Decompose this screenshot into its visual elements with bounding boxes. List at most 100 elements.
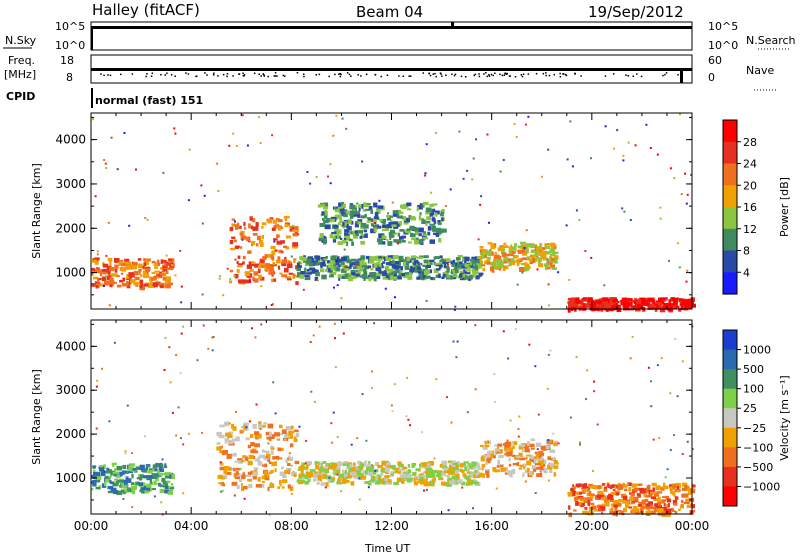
echo-cell bbox=[287, 462, 291, 466]
echo-cell bbox=[330, 478, 335, 483]
echo-cell bbox=[512, 463, 518, 466]
echo-cell bbox=[430, 277, 433, 280]
echo-cell bbox=[455, 268, 459, 274]
echo-cell bbox=[435, 474, 442, 478]
echo-cell bbox=[631, 501, 634, 505]
echo-cell bbox=[670, 490, 676, 494]
echo-speck bbox=[509, 419, 512, 422]
echo-cell bbox=[288, 272, 294, 275]
echo-cell bbox=[303, 260, 307, 263]
echo-band bbox=[479, 438, 559, 478]
echo-cell bbox=[306, 270, 312, 273]
echo-cell bbox=[390, 234, 394, 238]
echo-cell bbox=[346, 210, 351, 215]
echo-cell bbox=[216, 442, 221, 445]
echo-cell bbox=[92, 268, 97, 273]
echo-speck bbox=[113, 341, 116, 344]
echo-cell bbox=[320, 482, 326, 486]
echo-cell bbox=[377, 205, 384, 209]
echo-cell bbox=[91, 475, 96, 478]
echo-cell bbox=[297, 260, 302, 264]
x-tick-label: 16:00 bbox=[474, 519, 509, 533]
echo-speck bbox=[342, 332, 345, 335]
echo-cell bbox=[644, 498, 649, 503]
echo-cell bbox=[234, 460, 238, 463]
echo-cell bbox=[279, 272, 283, 275]
echo-speck bbox=[537, 413, 540, 416]
echo-cell bbox=[466, 464, 469, 467]
echo-speckle bbox=[95, 322, 694, 516]
echo-cell bbox=[235, 245, 240, 248]
echo-cell bbox=[368, 260, 375, 264]
echo-speck bbox=[549, 447, 551, 450]
echo-cell bbox=[252, 233, 258, 236]
echo-cell bbox=[389, 236, 392, 241]
echo-cell bbox=[421, 238, 425, 241]
echo-cell bbox=[242, 485, 248, 490]
echo-cell bbox=[320, 467, 324, 472]
echo-cell bbox=[245, 457, 249, 462]
echo-cell bbox=[368, 460, 371, 465]
echo-speck bbox=[182, 492, 185, 495]
echo-cell bbox=[240, 235, 247, 240]
echo-cell bbox=[270, 447, 275, 450]
echo-cell bbox=[345, 223, 349, 228]
echo-cell bbox=[284, 256, 287, 260]
echo-cell bbox=[484, 440, 487, 445]
echo-cell bbox=[258, 424, 263, 429]
echo-cell bbox=[403, 473, 407, 479]
echo-cell bbox=[157, 470, 160, 473]
echo-cell bbox=[678, 508, 681, 511]
echo-cell bbox=[136, 477, 140, 480]
echo-cell bbox=[137, 258, 142, 261]
echo-speck bbox=[284, 438, 287, 441]
echo-cell bbox=[553, 460, 558, 464]
echo-cell bbox=[241, 474, 246, 479]
echo-cell bbox=[286, 278, 292, 281]
echo-speck bbox=[652, 438, 655, 441]
echo-cell bbox=[648, 501, 653, 505]
echo-cell bbox=[341, 262, 345, 265]
echo-cell bbox=[444, 265, 450, 269]
echo-cell bbox=[116, 474, 120, 478]
echo-cell bbox=[672, 484, 676, 488]
echo-cell bbox=[429, 470, 434, 475]
echo-cell bbox=[128, 282, 132, 285]
echo-speck bbox=[378, 199, 381, 202]
echo-cell bbox=[334, 208, 341, 213]
echo-speck bbox=[334, 337, 336, 340]
echo-cell bbox=[99, 467, 104, 472]
echo-speck bbox=[124, 475, 127, 478]
echo-cell bbox=[497, 443, 503, 447]
echo-cell bbox=[576, 491, 582, 495]
echo-cell bbox=[538, 454, 542, 459]
echo-cell bbox=[587, 511, 594, 516]
echo-cell bbox=[479, 472, 484, 478]
echo-cell bbox=[418, 215, 422, 221]
echo-speck bbox=[144, 435, 146, 438]
echo-cell bbox=[515, 455, 521, 459]
echo-speck bbox=[180, 301, 183, 304]
echo-speck bbox=[344, 265, 347, 268]
echo-cell bbox=[150, 488, 153, 492]
echo-speck bbox=[96, 379, 99, 382]
echo-cell bbox=[652, 299, 656, 305]
echo-speck bbox=[669, 167, 672, 170]
echo-speck bbox=[123, 132, 126, 134]
echo-cell bbox=[616, 307, 622, 312]
echo-cell bbox=[641, 499, 646, 505]
echo-speck bbox=[312, 334, 315, 337]
echo-cell bbox=[321, 211, 325, 216]
echo-cell bbox=[310, 258, 315, 263]
echo-cell bbox=[349, 210, 355, 214]
echo-cell bbox=[538, 252, 541, 256]
echo-speck bbox=[304, 462, 307, 465]
echo-cell bbox=[421, 462, 427, 467]
echo-cell bbox=[531, 470, 534, 475]
echo-cell bbox=[164, 489, 170, 494]
echo-speck bbox=[91, 118, 94, 121]
echo-cell bbox=[357, 211, 360, 215]
echo-cell bbox=[477, 470, 480, 475]
echo-cell bbox=[622, 297, 626, 302]
echo-speck bbox=[659, 217, 662, 220]
